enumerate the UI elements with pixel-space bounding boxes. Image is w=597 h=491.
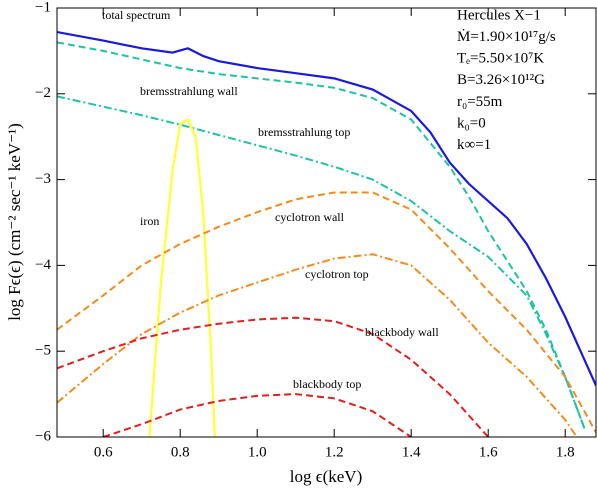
x-tick-label: 1.8: [556, 444, 575, 460]
y-tick-label: −6: [35, 428, 51, 444]
series-line: [102, 393, 412, 437]
x-axis-label: log ϵ(keV): [290, 467, 363, 486]
series-label: iron: [140, 214, 159, 228]
annotation: k∞=1: [457, 137, 491, 153]
series-line: [57, 30, 596, 386]
x-tick-label: 0.8: [171, 444, 190, 460]
x-tick-label: 1.6: [479, 444, 498, 460]
series-label: cyclotron top: [305, 267, 369, 281]
x-tick-label: 1.2: [325, 444, 344, 460]
plot-frame: [56, 7, 597, 438]
x-tick-label: 0.6: [94, 444, 113, 460]
series-line: [57, 95, 586, 429]
annotation: k₀=0: [457, 115, 486, 131]
annotation: Hercules X−1: [457, 7, 541, 23]
x-tick-label: 1.0: [248, 444, 267, 460]
y-tick-label: −3: [35, 171, 51, 187]
y-tick-label: −2: [35, 85, 51, 101]
series-line: [148, 117, 216, 437]
annotation: Ṁ=1.90×10¹⁷g/s: [457, 29, 556, 45]
y-tick-label: −4: [35, 257, 51, 273]
y-axis-label: log Fϵ(ϵ) (cm⁻² sec⁻¹ keV⁻¹): [5, 123, 24, 321]
annotation: B=3.26×10¹²G: [457, 72, 545, 88]
series-line: [57, 191, 596, 434]
annotation: Tₑ=5.50×10⁷K: [457, 51, 544, 67]
series-label: blackbody top: [293, 377, 361, 391]
x-tick-label: 1.4: [402, 444, 421, 460]
annotation: r₀=55m: [457, 94, 503, 110]
plot-area: [57, 30, 596, 437]
series-label: blackbody wall: [365, 325, 439, 339]
series-label: bremsstrahlung top: [258, 125, 350, 139]
series-label: cyclotron wall: [275, 210, 345, 224]
series-label: bremsstrahlung wall: [140, 84, 238, 98]
y-tick-label: −5: [35, 343, 51, 359]
series-line: [57, 316, 489, 437]
series-line: [57, 41, 586, 429]
series-label: total spectrum: [102, 8, 171, 22]
y-tick-label: −1: [35, 0, 51, 15]
series-line: [57, 253, 578, 437]
